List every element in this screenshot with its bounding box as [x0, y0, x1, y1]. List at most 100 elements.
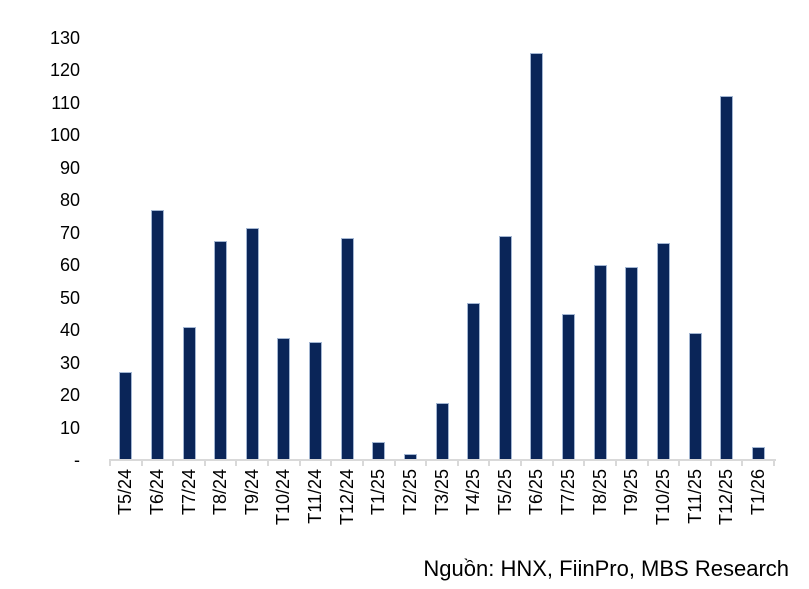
bar-slot — [616, 38, 648, 460]
x-label-slot: T2/25 — [395, 469, 427, 515]
x-axis-label: T6/24 — [146, 469, 167, 516]
y-axis-label: 10 — [59, 417, 80, 438]
x-label-slot: T12/24 — [331, 469, 363, 525]
bar — [530, 52, 544, 460]
bar — [435, 403, 449, 460]
bar-slot — [426, 38, 458, 460]
bar-slot — [205, 38, 237, 460]
source-caption: Nguồn: HNX, FiinPro, MBS Research — [423, 556, 789, 581]
bar — [277, 338, 291, 460]
bar — [498, 236, 512, 460]
x-axis-label: T11/25 — [684, 469, 705, 524]
y-axis-label: 70 — [59, 222, 80, 243]
x-axis-label: T8/24 — [210, 469, 231, 516]
x-axis-label: T6/25 — [526, 469, 547, 516]
y-axis-label: 60 — [59, 255, 80, 276]
x-label-slot: T11/25 — [679, 469, 711, 524]
x-label-slot: T9/25 — [616, 469, 648, 515]
bar-slot — [268, 38, 300, 460]
tick-mark — [361, 461, 364, 466]
x-label-slot: T3/25 — [426, 469, 458, 515]
bar — [403, 453, 417, 460]
bar-slot — [743, 38, 775, 460]
bar — [150, 210, 164, 460]
bar-slot — [584, 38, 616, 460]
x-label-slot: T8/25 — [584, 469, 616, 515]
bar-slot — [395, 38, 427, 460]
x-axis-label: T10/24 — [273, 469, 294, 526]
x-axis-line — [109, 459, 776, 461]
y-axis-label: 110 — [51, 92, 80, 113]
x-label-slot: T5/24 — [110, 469, 142, 515]
bar — [656, 242, 670, 460]
y-axis-label: - — [74, 450, 80, 470]
x-axis-label: T8/25 — [589, 469, 610, 516]
tick-mark — [393, 461, 396, 466]
x-label-slot: T6/24 — [142, 469, 174, 515]
tick-mark — [172, 461, 175, 466]
x-label-slot: T7/25 — [553, 469, 585, 515]
tick-mark — [298, 461, 301, 466]
x-axis-label: T10/25 — [652, 469, 673, 526]
bar-slot — [521, 38, 553, 460]
y-axis-label: 50 — [59, 287, 80, 308]
bar — [182, 326, 196, 460]
tick-mark — [456, 461, 459, 466]
x-label-slot: T6/25 — [521, 469, 553, 515]
x-axis-label: T2/25 — [399, 469, 420, 516]
y-axis-label: 20 — [59, 385, 80, 406]
tick-mark — [235, 461, 238, 466]
bar — [119, 372, 133, 460]
y-axis-label: 80 — [59, 190, 80, 211]
bar — [625, 266, 639, 460]
x-axis-label: T3/25 — [431, 469, 452, 516]
x-axis-label: T9/25 — [621, 469, 642, 516]
x-axis-label: T4/25 — [463, 469, 484, 516]
x-label-slot: T10/25 — [648, 469, 680, 525]
bar-slot — [142, 38, 174, 460]
x-axis-ticks — [109, 461, 775, 467]
bar-slot — [553, 38, 585, 460]
bar — [245, 227, 259, 460]
bar-slot — [110, 38, 142, 460]
x-axis-label: T12/24 — [336, 469, 357, 526]
x-label-slot: T7/24 — [173, 469, 205, 515]
bar-slot — [679, 38, 711, 460]
tick-mark — [425, 461, 428, 466]
tick-mark — [709, 461, 712, 466]
bar — [467, 302, 481, 460]
bar — [688, 333, 702, 460]
bar-slot — [490, 38, 522, 460]
y-axis-label: 40 — [59, 320, 80, 341]
bar — [751, 447, 765, 460]
bar-slot — [648, 38, 680, 460]
tick-mark — [551, 461, 554, 466]
tick-mark — [267, 461, 270, 466]
x-axis-label: T7/25 — [558, 469, 579, 516]
bar-slot — [458, 38, 490, 460]
tick-mark — [330, 461, 333, 466]
x-axis-labels: T5/24 T6/24 T7/24 T8/24 T9/24 T10/24 T11/24 T12… — [110, 469, 774, 525]
bar — [340, 237, 354, 460]
tick-mark — [646, 461, 649, 466]
bar-slot — [331, 38, 363, 460]
bar-series — [110, 38, 774, 460]
x-axis-label: T5/25 — [494, 469, 515, 516]
y-axis-label: 100 — [49, 125, 80, 146]
x-label-slot: T11/24 — [300, 469, 332, 524]
y-axis-label: 90 — [59, 157, 80, 178]
y-axis: - 10 20 30 40 50 60 70 80 90 100 110 120 130 — [0, 0, 80, 589]
x-label-slot: T5/25 — [490, 469, 522, 515]
x-label-slot: T1/25 — [363, 469, 395, 515]
tick-mark — [203, 461, 206, 466]
tick-mark — [678, 461, 681, 466]
x-label-slot: T12/25 — [711, 469, 743, 525]
tick-mark — [488, 461, 491, 466]
x-label-slot: T8/24 — [205, 469, 237, 515]
tick-mark — [583, 461, 586, 466]
tick-mark — [140, 461, 143, 466]
bar — [309, 341, 323, 460]
x-axis-label: T1/25 — [368, 469, 389, 516]
x-axis-label: T11/24 — [305, 469, 326, 524]
